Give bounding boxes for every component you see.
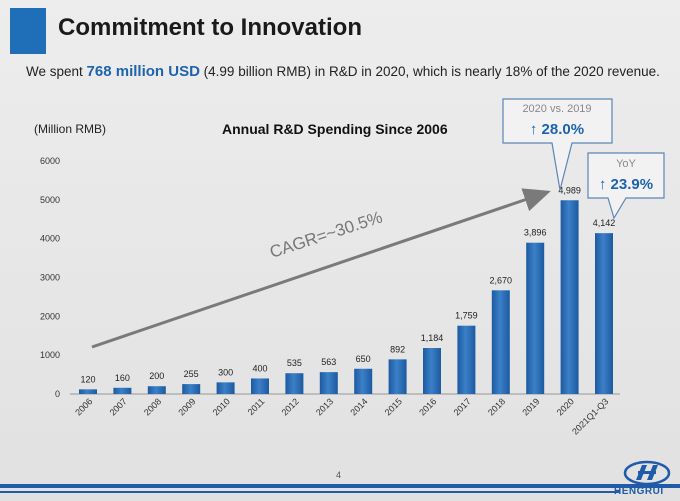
bar xyxy=(457,325,476,394)
y-tick-label: 0 xyxy=(55,389,60,399)
y-tick-label: 3000 xyxy=(40,273,60,283)
x-tick-label: 2009 xyxy=(176,396,197,417)
bar-value-label: 4,989 xyxy=(558,185,581,195)
bar xyxy=(560,200,579,394)
y-tick-label: 6000 xyxy=(40,156,60,166)
bar xyxy=(285,373,304,394)
x-tick-label: 2015 xyxy=(383,396,404,417)
bar xyxy=(388,359,407,394)
x-tick-label: 2017 xyxy=(452,396,473,417)
bar xyxy=(182,384,201,394)
x-tick-labels: 2006 2007 2008 2009 2010 2011 2012 2013 2014 2015… xyxy=(73,396,610,436)
y-axis-label: (Million RMB) xyxy=(34,122,106,136)
bars: 120 160 200 255 300 400 535 563 650 892 1,184 1,759… xyxy=(79,185,615,394)
bar-value-label: 200 xyxy=(149,371,164,381)
bar-value-label: 400 xyxy=(252,363,267,373)
bar xyxy=(251,378,269,394)
bar-value-label: 120 xyxy=(80,374,95,384)
page-number: 4 xyxy=(336,470,342,480)
bar-value-label: 160 xyxy=(115,373,130,383)
y-tick-label: 2000 xyxy=(40,311,60,321)
x-tick-label: 2014 xyxy=(348,396,369,417)
callout-2020-vs-2019-value: ↑ 28.0% xyxy=(530,121,584,138)
title-accent-block xyxy=(10,8,46,54)
bar-value-label: 650 xyxy=(356,354,371,364)
logo-text: HENGRUI xyxy=(614,486,664,497)
bar-value-label: 255 xyxy=(184,369,199,379)
y-axis: 0 1000 2000 3000 4000 5000 6000 xyxy=(40,156,60,399)
bar-value-label: 2,670 xyxy=(490,275,513,285)
cagr-arrow xyxy=(91,188,551,349)
callout-2020-vs-2019-box xyxy=(502,98,613,191)
bar-value-label: 563 xyxy=(321,357,336,367)
x-tick-label: 2006 xyxy=(73,396,94,417)
subtitle-highlight: 768 million USD xyxy=(86,63,200,80)
y-tick-label: 4000 xyxy=(40,234,60,244)
callout-yoy-value: ↑ 23.9% xyxy=(599,176,653,193)
bar-value-label: 3,896 xyxy=(524,228,547,238)
x-tick-label: 2020 xyxy=(555,396,576,417)
bar xyxy=(595,233,613,394)
bar xyxy=(79,389,97,394)
subtitle: We spent 768 million USD (4.99 billion R… xyxy=(26,63,660,80)
callout-yoy-label: YoY xyxy=(616,158,636,170)
y-tick-label: 1000 xyxy=(40,350,60,360)
subtitle-post: (4.99 billion RMB) in R&D in 2020, which… xyxy=(199,64,660,79)
bar xyxy=(113,387,132,394)
x-tick-label: 2018 xyxy=(486,396,507,417)
callout-yoy-box xyxy=(587,152,665,220)
bar xyxy=(423,348,441,394)
x-tick-label: 2007 xyxy=(108,396,129,417)
subtitle-pre: We spent xyxy=(26,64,87,79)
x-tick-label: 2013 xyxy=(314,396,335,417)
bar-value-label: 535 xyxy=(287,358,302,368)
bar-value-label: 300 xyxy=(218,367,233,377)
x-tick-label: 2008 xyxy=(142,396,163,417)
chart-title: Annual R&D Spending Since 2006 xyxy=(222,121,448,137)
bar xyxy=(491,290,510,394)
bar xyxy=(147,386,166,394)
x-tick-label: 2019 xyxy=(520,396,541,417)
hengrui-logo-icon xyxy=(623,460,671,486)
bar xyxy=(216,382,235,394)
x-tick-label: 2016 xyxy=(417,396,438,417)
bar xyxy=(354,368,373,394)
x-tick-label: 2021Q1-Q3 xyxy=(570,396,610,436)
bar-value-label: 892 xyxy=(390,344,405,354)
x-tick-label: 2012 xyxy=(280,396,301,417)
rd-spending-chart: (Million RMB) Annual R&D Spending Since … xyxy=(34,98,665,437)
bar xyxy=(526,242,545,394)
footer-rule-thin xyxy=(0,491,620,493)
page-title: Commitment to Innovation xyxy=(58,14,362,41)
footer-rule xyxy=(0,484,680,488)
bar-value-label: 4,142 xyxy=(593,218,616,228)
callout-2020-vs-2019-label: 2020 vs. 2019 xyxy=(522,103,591,115)
y-tick-label: 5000 xyxy=(40,195,60,205)
bar xyxy=(319,372,338,394)
x-tick-label: 2011 xyxy=(246,396,267,417)
bar-value-label: 1,184 xyxy=(421,333,444,343)
bar-value-label: 1,759 xyxy=(455,311,478,321)
x-tick-label: 2010 xyxy=(211,396,232,417)
